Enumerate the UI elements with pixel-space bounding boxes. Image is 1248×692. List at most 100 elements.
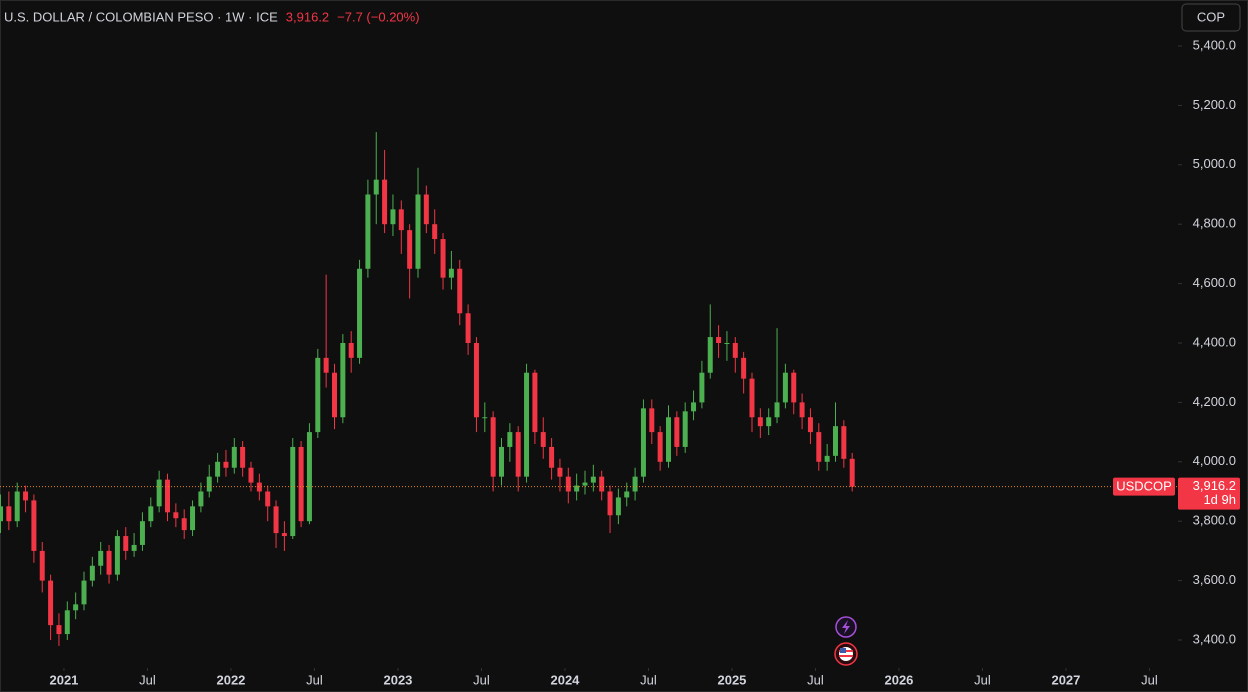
event-icons[interactable] — [834, 616, 858, 666]
y-tick-label: 5,200.0 — [1193, 97, 1236, 112]
candle-body — [757, 417, 763, 427]
y-tick-label: 4,400.0 — [1193, 334, 1236, 349]
y-tick-label: 4,200.0 — [1193, 394, 1236, 409]
candle-body — [766, 417, 772, 427]
candle-body — [657, 432, 663, 462]
candle-body — [89, 565, 95, 581]
candle-body — [515, 432, 521, 477]
x-tick-label: Jul — [473, 672, 490, 687]
header-price: 3,916.2 — [286, 9, 329, 24]
header-change: −7.7 (−0.20%) — [337, 9, 419, 24]
candle-body — [56, 625, 62, 635]
x-tick-label: Jul — [640, 672, 657, 687]
candle-body — [841, 426, 847, 459]
candle-body — [624, 491, 630, 498]
candle-body — [64, 610, 70, 635]
lightning-icon — [842, 620, 850, 634]
candle-body — [423, 194, 429, 225]
candle-body — [173, 512, 179, 519]
candle-body — [524, 372, 530, 477]
candle-body — [490, 417, 496, 477]
candle-body — [749, 378, 755, 418]
x-tick-label: 2022 — [216, 672, 245, 687]
candle-body — [265, 491, 271, 507]
candle-body — [457, 268, 463, 314]
y-tick-label: 4,000.0 — [1193, 453, 1236, 468]
candle-body — [340, 342, 346, 418]
currency-label[interactable]: COP — [1197, 9, 1225, 24]
candle-body — [465, 313, 471, 343]
candle-body — [248, 467, 254, 483]
candle-body — [774, 402, 780, 418]
candle-body — [724, 342, 730, 344]
candle-body — [48, 580, 54, 626]
candle-body — [532, 372, 538, 433]
candle-body — [215, 461, 221, 477]
candle-body — [473, 342, 479, 418]
candle-body — [0, 506, 4, 522]
countdown-label: 1d 9h — [1203, 492, 1236, 507]
candle-body — [73, 604, 79, 611]
candle-body — [390, 209, 396, 225]
candle-body — [799, 402, 805, 418]
y-tick-label: 3,800.0 — [1193, 513, 1236, 528]
y-tick-label: 4,600.0 — [1193, 275, 1236, 290]
candle-body — [549, 446, 555, 468]
candle-body — [6, 506, 12, 522]
candle-body — [256, 482, 262, 492]
candle-body — [565, 476, 571, 492]
candle-body — [699, 372, 705, 403]
candle-body — [607, 491, 613, 516]
candle-body — [816, 432, 822, 462]
candle-body — [782, 372, 788, 403]
candle-body — [632, 476, 638, 492]
candle-body — [190, 506, 196, 531]
candle-body — [440, 239, 446, 278]
candle-body — [582, 482, 588, 486]
chart-title: U.S. DOLLAR / COLOMBIAN PESO · 1W · ICE — [4, 9, 278, 24]
x-tick-label: 2025 — [717, 672, 746, 687]
candle-body — [557, 467, 563, 477]
flag-canton — [840, 648, 846, 653]
candle-body — [432, 224, 438, 240]
candle-body — [31, 500, 37, 551]
currency-button[interactable] — [1181, 3, 1241, 32]
candle-body — [599, 476, 605, 492]
x-tick-label: Jul — [139, 672, 156, 687]
candle-body — [707, 337, 713, 373]
symbol-badge — [1113, 477, 1175, 496]
candle-body — [649, 408, 655, 433]
candle-body — [281, 533, 287, 537]
candle-body — [323, 357, 329, 373]
y-tick-label: 3,400.0 — [1193, 631, 1236, 646]
x-tick-label: Jul — [807, 672, 824, 687]
candle-body — [507, 432, 513, 447]
candle-body — [415, 194, 421, 269]
symbol-label: USDCOP — [1116, 479, 1172, 494]
candle-body — [807, 417, 813, 433]
candle-body — [398, 209, 404, 231]
candle-body — [732, 342, 738, 358]
candle-body — [373, 179, 379, 195]
candle-body — [290, 446, 296, 537]
candle-body — [382, 179, 388, 225]
candle-body — [665, 417, 671, 462]
candle-body — [81, 580, 87, 605]
candle-body — [849, 458, 855, 487]
candle-body — [574, 485, 580, 492]
candle-body — [14, 491, 20, 522]
candle-body — [448, 268, 454, 278]
candle-body — [164, 479, 170, 513]
candle-body — [156, 479, 162, 507]
candle-body — [98, 550, 104, 566]
candle-body — [357, 268, 363, 358]
x-tick-label: Jul — [306, 672, 323, 687]
y-tick-label: 3,600.0 — [1193, 572, 1236, 587]
candle-body — [139, 521, 145, 545]
candle-body — [114, 536, 120, 575]
candle-body — [540, 432, 546, 447]
candle-body — [348, 342, 354, 358]
candle-body — [741, 357, 747, 379]
y-tick-label: 5,000.0 — [1193, 156, 1236, 171]
